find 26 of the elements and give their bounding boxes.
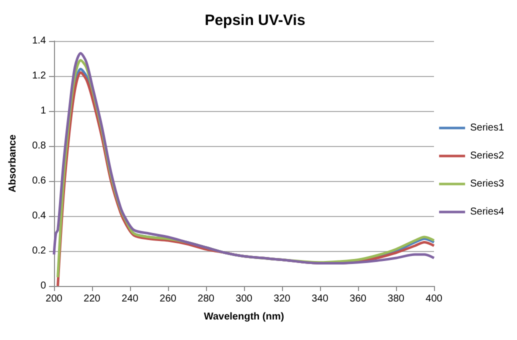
x-tick-label: 280: [198, 294, 215, 304]
x-tick-label: 220: [84, 294, 101, 304]
y-tick-label: 1.2: [32, 70, 46, 82]
legend-label: Series1: [470, 122, 504, 134]
x-tick-label: 400: [426, 294, 443, 304]
x-tick-label: 380: [388, 294, 405, 304]
y-axis-title: Absorbance: [8, 134, 18, 192]
y-tick-label: 0.2: [32, 246, 46, 256]
x-tick-label: 300: [236, 294, 253, 304]
x-tick-label: 200: [46, 294, 63, 304]
y-tick-label: 0.8: [32, 140, 46, 152]
y-tick-label: 1: [40, 106, 46, 116]
legend-label: Series4: [470, 206, 504, 218]
x-tick-label: 360: [350, 294, 367, 304]
chart-title: Pepsin UV-Vis: [204, 12, 306, 29]
x-tick-label: 260: [160, 294, 177, 304]
x-tick-label: 320: [274, 294, 291, 304]
legend-label: Series2: [470, 150, 504, 162]
x-axis-title: Wavelength (nm): [204, 312, 284, 322]
y-tick-label: 0.4: [32, 210, 46, 222]
x-tick-label: 240: [122, 294, 139, 304]
y-tick-label: 0: [40, 280, 46, 292]
legend-label: Series3: [470, 178, 504, 190]
x-tick-label: 340: [312, 294, 329, 304]
y-tick-label: 1.4: [32, 36, 46, 46]
y-tick-label: 0.6: [32, 176, 46, 186]
